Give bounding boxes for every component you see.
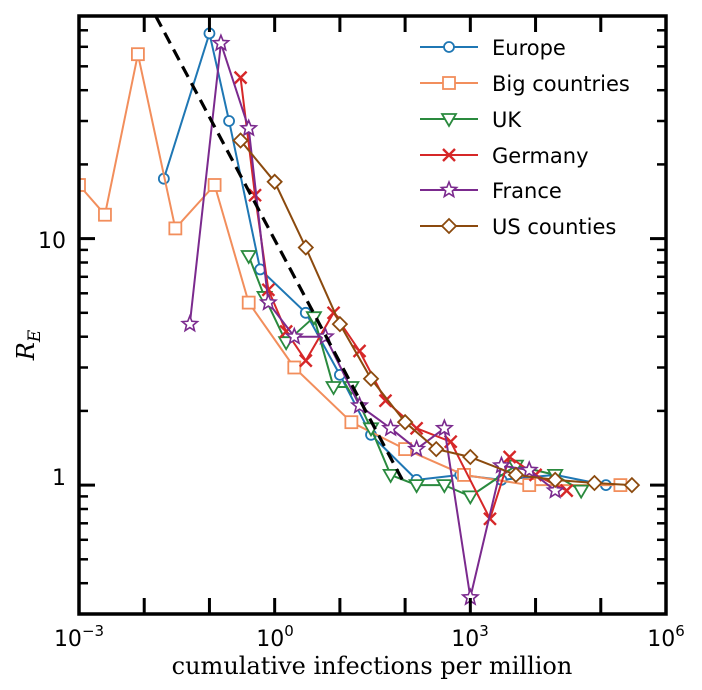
data-point-germany [559, 483, 574, 498]
data-point-france [545, 480, 565, 499]
data-point-big-countries [207, 178, 222, 192]
legend-label-big-countries: Big countries [492, 72, 630, 96]
data-point-uk [325, 381, 343, 396]
series-line-france [188, 42, 556, 599]
series-clip-group [79, 16, 641, 606]
data-point-us-counties [232, 132, 249, 149]
data-point-germany [378, 393, 393, 408]
data-point-big-countries [287, 360, 302, 375]
data-point-france [211, 33, 231, 52]
legend-marker-europe [443, 41, 455, 53]
x-tick-label-0: 10−3 [54, 622, 104, 652]
reference-dashed-line [154, 16, 407, 486]
data-point-france [434, 418, 455, 437]
series-line-uk [247, 255, 582, 498]
data-point-big-countries [241, 295, 256, 310]
legend-marker-germany [442, 148, 456, 162]
legend-item-europe: Europe [420, 36, 566, 60]
data-point-big-countries [168, 221, 183, 236]
data-point-us-counties [396, 413, 414, 431]
data-point-uk [240, 250, 258, 265]
legend-item-germany: Germany [420, 144, 589, 168]
data-point-germany [261, 282, 276, 297]
y-axis-title: RE [12, 329, 45, 361]
series-europe [157, 27, 612, 492]
data-point-uk [461, 490, 479, 506]
data-point-us-counties [462, 448, 479, 466]
series-france [180, 33, 565, 606]
series-line-europe [162, 32, 607, 487]
series-us-counties [232, 132, 641, 494]
data-point-uk [572, 484, 590, 500]
y-tick-label-10: 10 [38, 229, 66, 254]
series-big-countries [79, 47, 628, 493]
data-point-germany [409, 421, 424, 436]
series-line-big-countries [79, 53, 621, 487]
x-axis-title: cumulative infections per million [172, 652, 573, 680]
data-point-us-counties [507, 466, 525, 484]
x-tick-label-3: 106 [647, 622, 685, 652]
data-point-france [406, 438, 427, 458]
data-point-germany [502, 450, 517, 464]
data-point-germany [483, 511, 497, 526]
legend-item-us-counties: US counties [420, 215, 616, 239]
data-point-france [180, 313, 200, 333]
data-point-uk [382, 469, 400, 484]
x-tick-label-2: 103 [451, 622, 489, 652]
legend-label-us-counties: US counties [492, 215, 616, 239]
legend-label-germany: Germany [492, 144, 589, 168]
data-point-france [519, 459, 539, 479]
y-tick-labels: 1 10 [38, 229, 66, 491]
data-point-france [284, 326, 304, 345]
legend-label-uk: UK [492, 108, 522, 132]
data-point-us-counties [546, 471, 564, 489]
series-layer [79, 16, 641, 606]
data-point-europe [223, 115, 235, 127]
major-ticks [77, 16, 668, 614]
legend-marker-us-counties [440, 217, 458, 235]
series-germany [233, 70, 574, 526]
data-point-us-counties [586, 474, 603, 492]
data-point-germany [233, 70, 248, 85]
data-point-big-countries [98, 207, 112, 222]
y-tick-label-1: 1 [52, 466, 66, 491]
data-point-big-countries [131, 47, 145, 62]
series-uk [240, 250, 590, 506]
data-point-big-countries [398, 442, 413, 456]
data-point-france [349, 395, 370, 414]
data-point-us-counties [266, 173, 283, 191]
data-point-germany [298, 353, 313, 368]
data-point-germany [248, 188, 262, 203]
data-point-big-countries [522, 478, 537, 493]
legend-item-uk: UK [420, 108, 522, 132]
legend-item-france: France [420, 179, 562, 203]
legend-marker-big-countries [442, 76, 456, 90]
data-point-uk [408, 479, 426, 494]
minor-ticks [79, 14, 666, 616]
data-point-uk [435, 479, 453, 494]
data-point-france [239, 118, 259, 137]
data-point-us-counties [623, 476, 641, 494]
plot-frame [77, 14, 668, 616]
legend-label-europe: Europe [492, 36, 566, 60]
data-point-big-countries [79, 178, 86, 192]
x-tick-labels: 10−3 100 103 106 [54, 622, 685, 652]
legend: Europe Big countries UK Germany France U… [420, 36, 630, 239]
data-point-us-counties [297, 239, 315, 256]
legend-marker-uk [440, 113, 458, 128]
data-point-germany [352, 344, 367, 358]
x-tick-label-1: 100 [256, 622, 294, 652]
data-point-france [380, 418, 401, 437]
data-point-us-counties [331, 315, 349, 333]
data-point-us-counties [362, 370, 380, 388]
legend-marker-france [439, 179, 459, 199]
data-point-big-countries [344, 415, 359, 430]
legend-item-big-countries: Big countries [420, 72, 630, 96]
data-point-france [258, 292, 279, 311]
data-point-us-counties [427, 440, 445, 458]
legend-label-france: France [492, 179, 562, 203]
